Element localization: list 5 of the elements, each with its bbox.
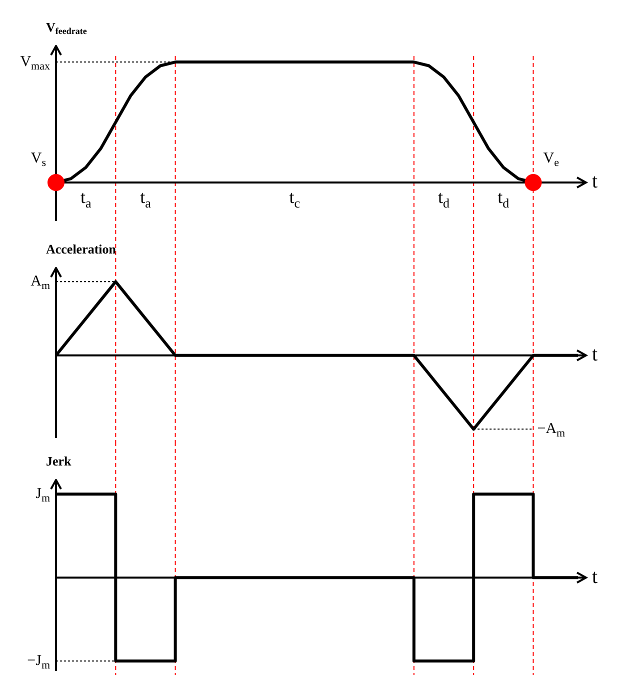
x-axis-title: t (592, 344, 598, 366)
x-axis-title: t (592, 170, 598, 193)
y-axis-title: Jerk (46, 453, 72, 468)
y-axis-title: Acceleration (46, 241, 117, 256)
x-axis-title: t (592, 566, 598, 588)
